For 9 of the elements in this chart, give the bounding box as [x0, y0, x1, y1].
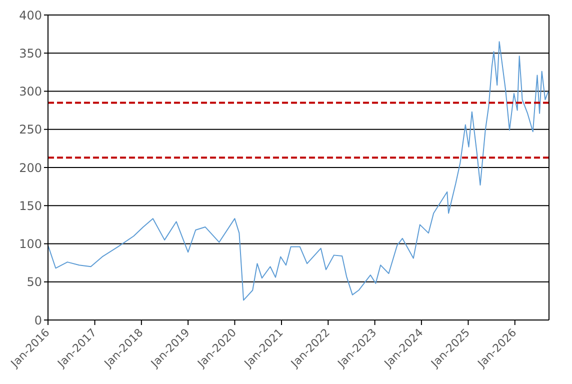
- y-tick-label: 100: [19, 237, 42, 252]
- y-tick-label: 300: [19, 84, 42, 99]
- y-tick-label: 50: [26, 275, 42, 290]
- y-tick-label: 250: [19, 122, 42, 137]
- y-tick-label: 0: [34, 313, 42, 328]
- y-tick-label: 150: [19, 198, 42, 213]
- y-tick-label: 200: [19, 160, 42, 175]
- y-tick-label: 400: [19, 8, 42, 22]
- y-tick-label: 350: [19, 46, 42, 60]
